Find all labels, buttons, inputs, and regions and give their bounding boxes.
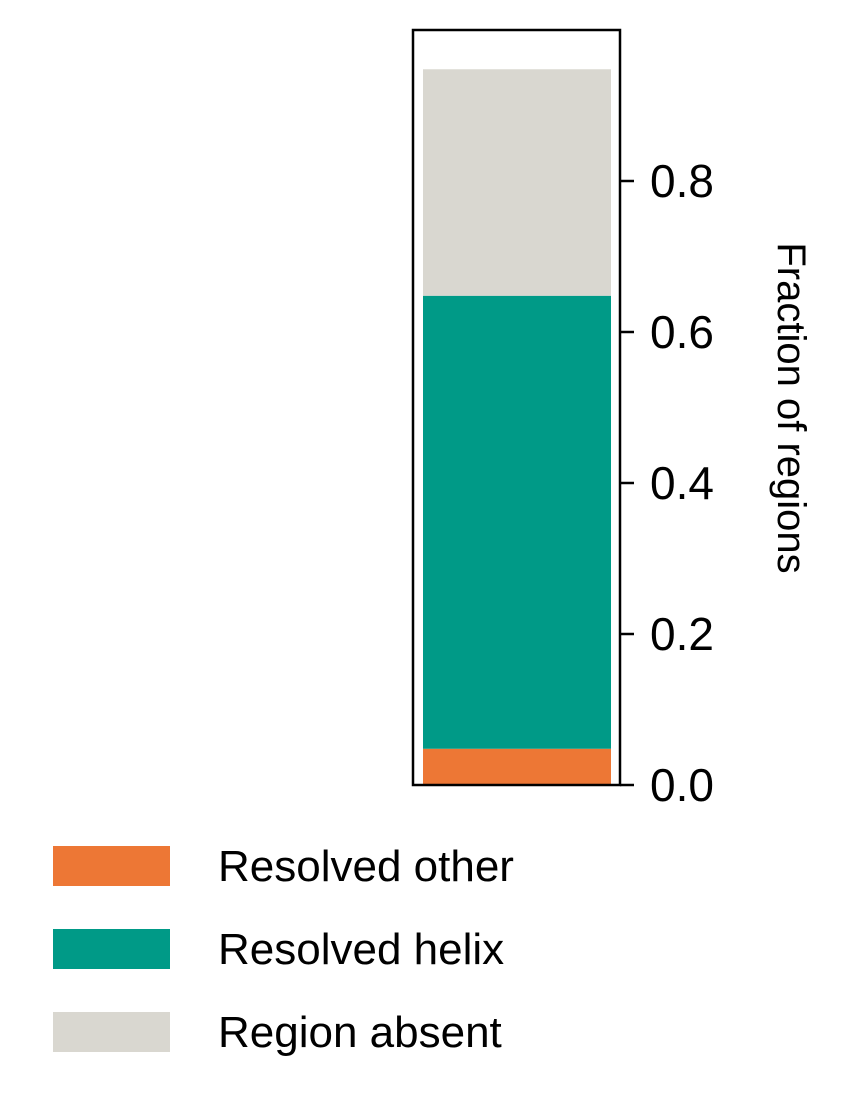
plot-frame: [411, 28, 622, 787]
legend-label: Region absent: [218, 1008, 502, 1057]
y-tick-label: 0.2: [650, 608, 714, 660]
y-tick-label: 0.6: [650, 306, 714, 358]
y-tick-label: 0.4: [650, 457, 714, 509]
legend-label: Resolved helix: [218, 925, 504, 974]
legend: Resolved other Resolved helix Region absen…: [53, 842, 514, 1057]
y-axis-label: Fraction of regions: [769, 242, 813, 573]
bar-group: [423, 69, 611, 785]
y-tick-label: 0.8: [650, 155, 714, 207]
legend-swatch: [53, 929, 170, 969]
y-tick-label: 0.0: [650, 759, 714, 811]
legend-label: Resolved other: [218, 842, 514, 891]
bar-segment-resolved-helix: [423, 295, 611, 749]
legend-swatch: [53, 1012, 170, 1052]
legend-swatch: [53, 846, 170, 886]
y-axis: 0.0 0.2 0.4 0.6 0.8: [620, 155, 714, 811]
bar-segment-resolved-other: [423, 748, 611, 785]
bar-segment-region-absent: [423, 69, 611, 296]
